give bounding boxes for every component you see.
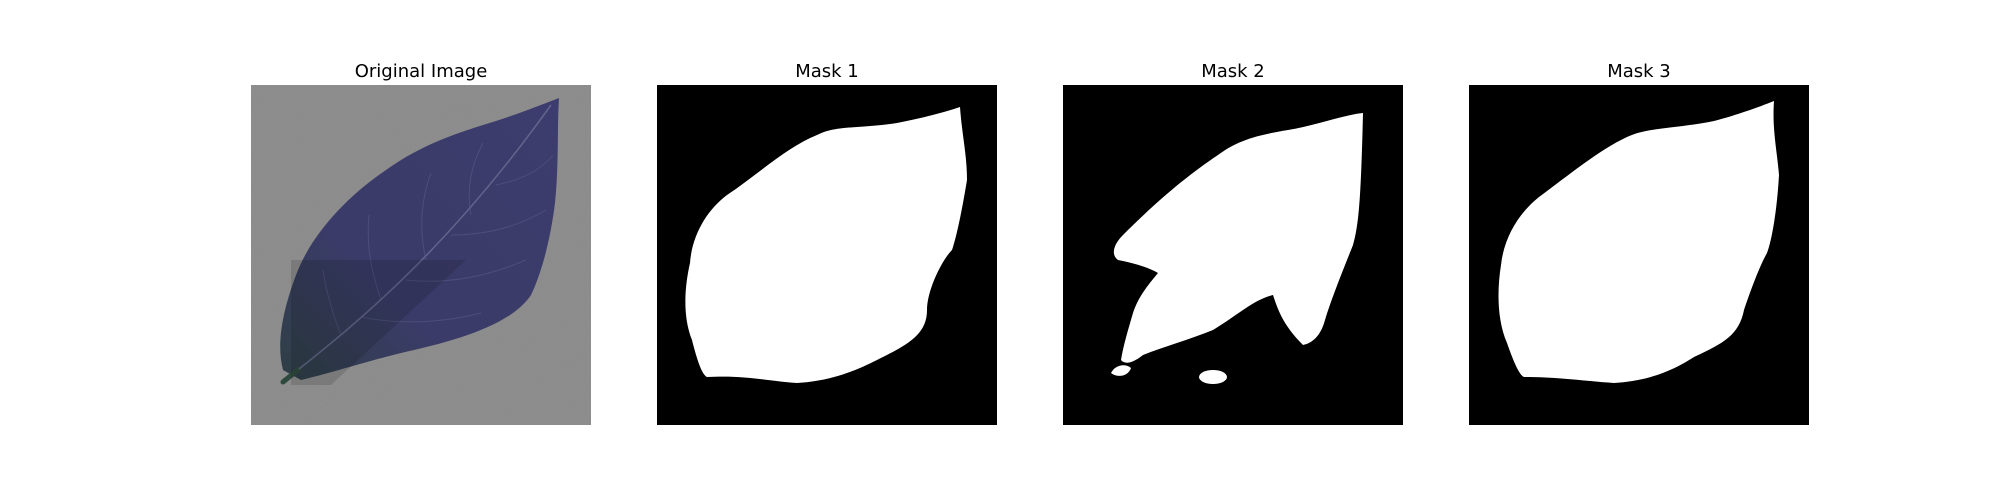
mask-3-region xyxy=(1498,101,1779,383)
panel-mask-1: Mask 1 xyxy=(657,60,997,425)
mask-2-blob-bottom xyxy=(1199,370,1227,384)
panel-title: Original Image xyxy=(354,61,488,82)
panel-original-image: Original Image xyxy=(251,60,591,425)
mask-2-image xyxy=(1063,85,1403,425)
panel-title: Mask 1 xyxy=(795,61,859,82)
mask-3-image xyxy=(1469,85,1809,425)
leaf-midrib xyxy=(298,104,552,370)
leaf-shape xyxy=(280,98,559,380)
original-leaf-image xyxy=(251,85,591,425)
panel-title: Mask 3 xyxy=(1607,61,1671,82)
panel-title: Mask 2 xyxy=(1201,61,1265,82)
panel-mask-2: Mask 2 xyxy=(1063,60,1403,425)
leaf-stem xyxy=(280,366,302,385)
mask-1-image xyxy=(657,85,997,425)
mask-1-region xyxy=(685,107,967,383)
panel-mask-3: Mask 3 xyxy=(1469,60,1809,425)
leaf-veins xyxy=(322,142,554,336)
mask-2-blob-left xyxy=(1111,365,1131,376)
shadow-overlay xyxy=(291,260,466,385)
mask-2-region xyxy=(1113,113,1363,363)
